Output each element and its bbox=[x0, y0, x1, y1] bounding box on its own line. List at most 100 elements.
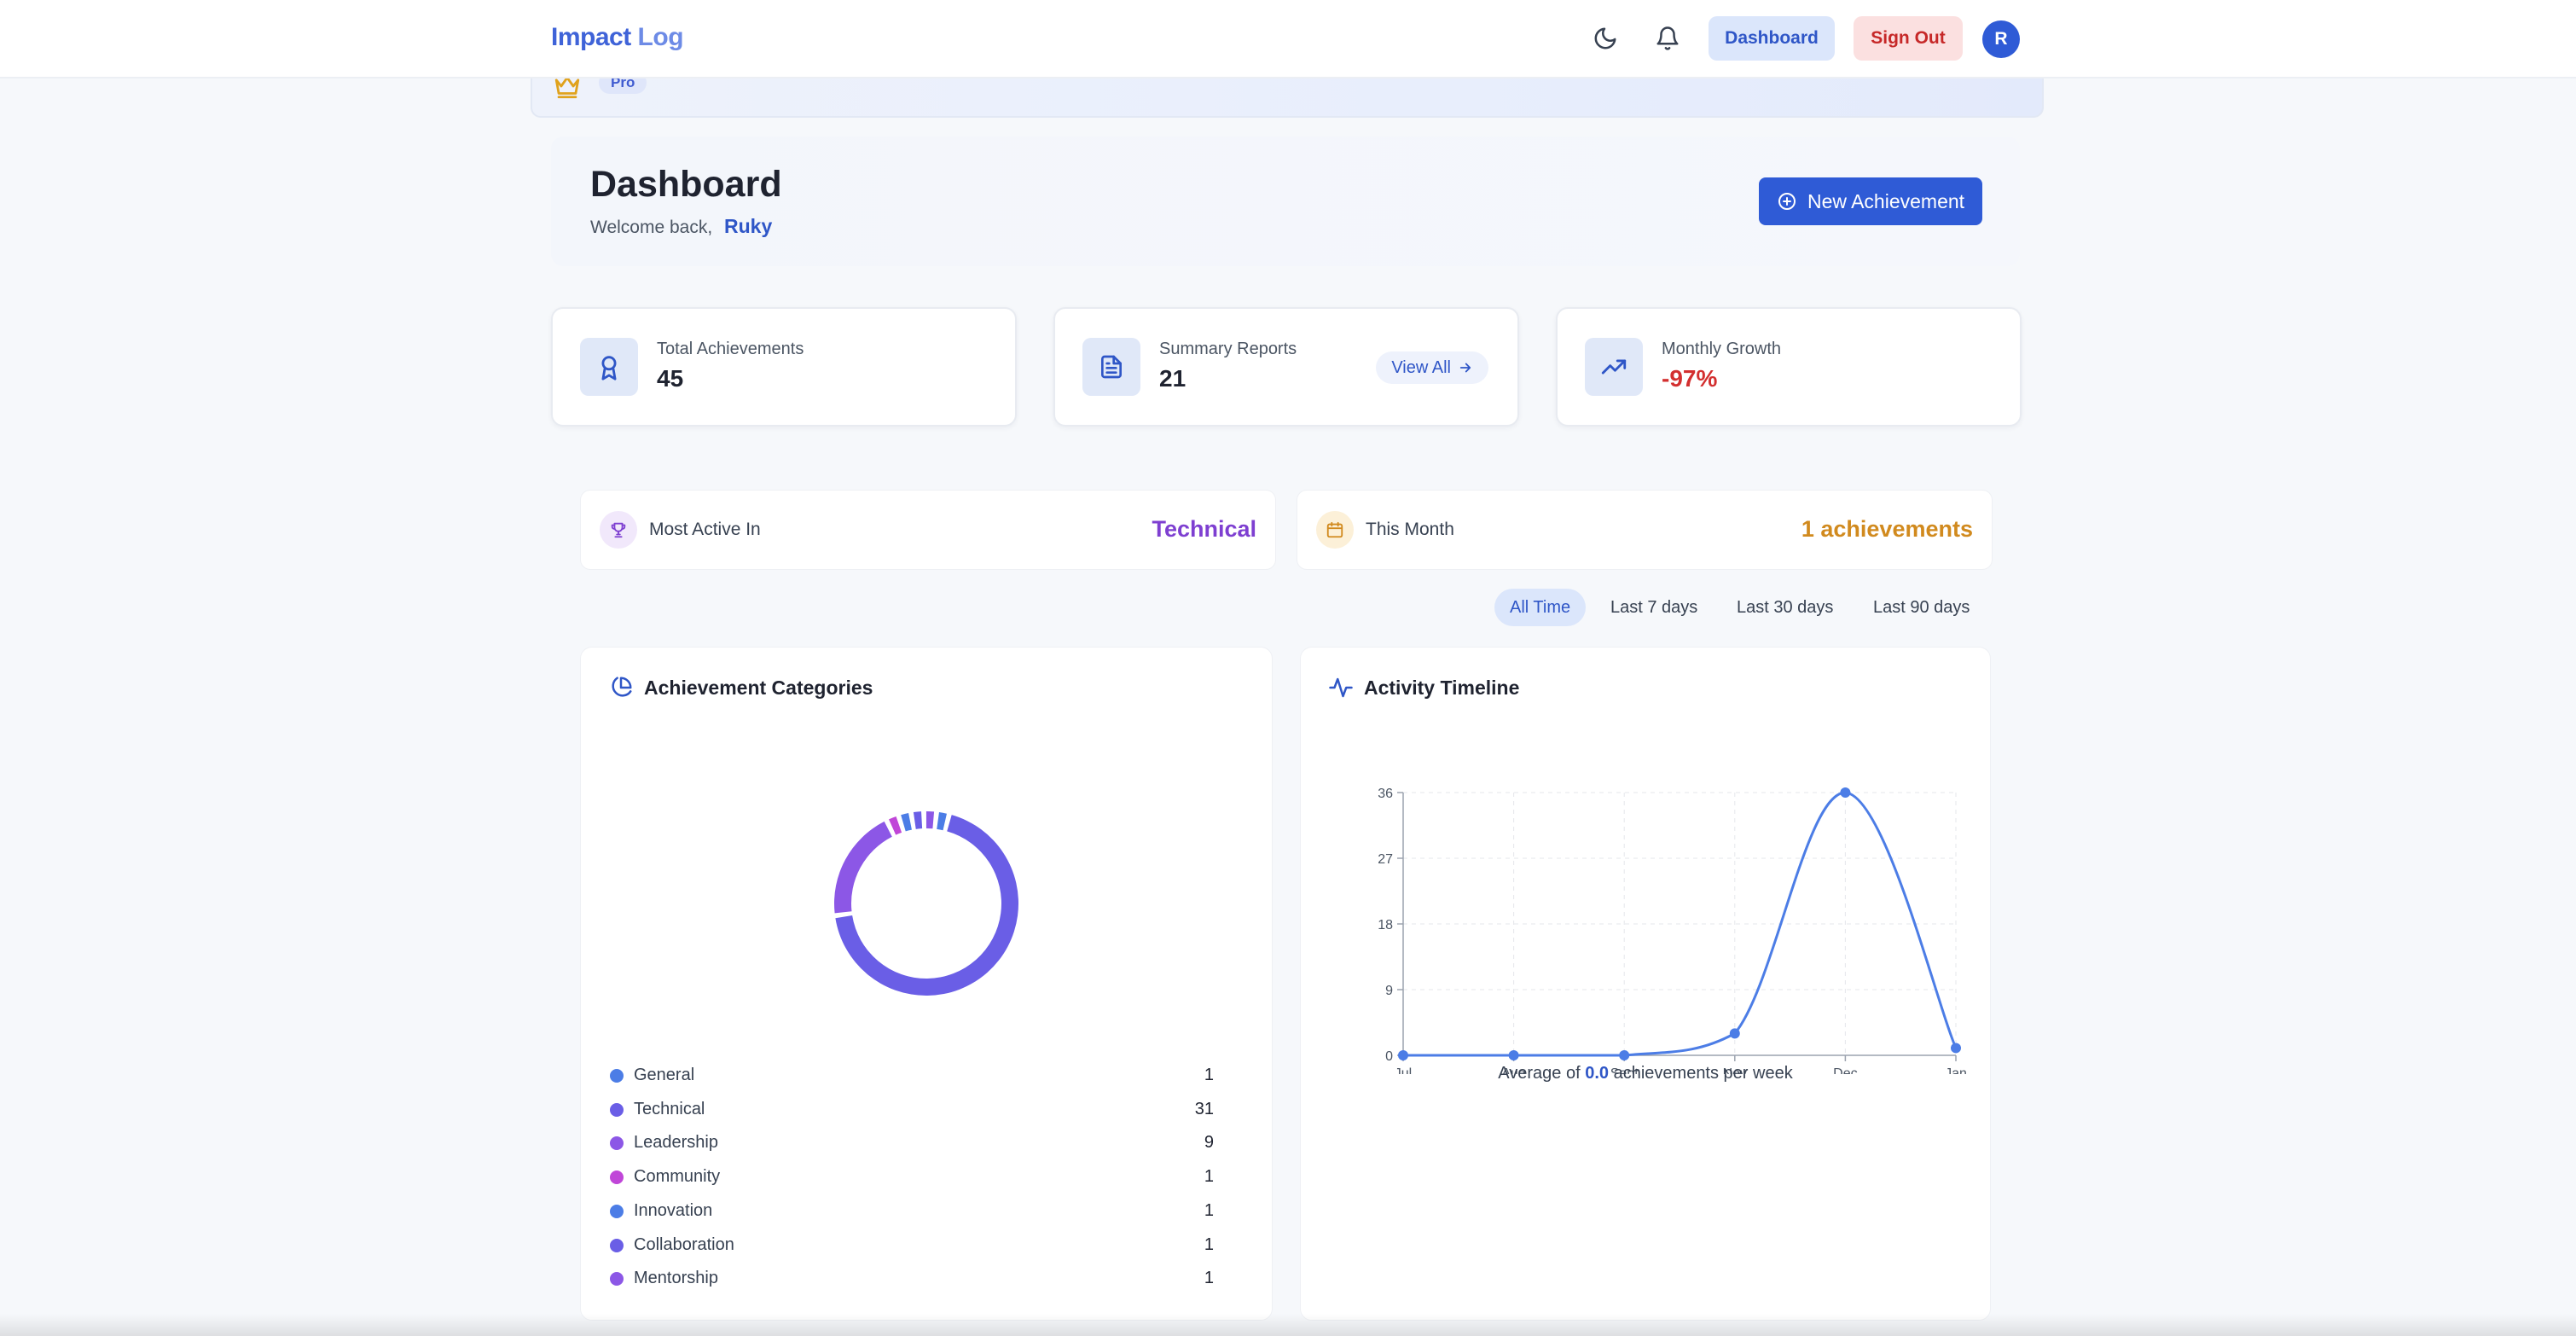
this-month-card: This Month 1 achievements bbox=[1297, 490, 1993, 570]
x-tick-label: Dec bbox=[1833, 1066, 1857, 1074]
donut-slice-mentorship[interactable] bbox=[925, 811, 935, 829]
page-title: Dashboard bbox=[590, 164, 782, 205]
stat-card-monthly-growth: Monthly Growth -97% bbox=[1556, 307, 2022, 427]
arrow-right-icon bbox=[1459, 363, 1471, 373]
legend-item-collaboration: Collaboration 1 bbox=[610, 1232, 1243, 1261]
plus-circle-icon bbox=[1778, 193, 1796, 210]
donut-slice-collaboration[interactable] bbox=[913, 811, 923, 829]
view-all-reports-button[interactable]: View All bbox=[1376, 351, 1488, 384]
insight-label: This Month bbox=[1366, 520, 1454, 539]
donut-slice-community[interactable] bbox=[889, 816, 902, 835]
trending-up-icon bbox=[1601, 359, 1627, 375]
brand-text-primary: Impact bbox=[551, 23, 631, 51]
legend-label: Community bbox=[634, 1167, 721, 1187]
stat-label: Monthly Growth bbox=[1662, 340, 1782, 358]
brand-text-secondary: Log bbox=[637, 23, 684, 51]
data-point-nov[interactable] bbox=[1729, 1028, 1740, 1039]
data-point-dec[interactable] bbox=[1840, 787, 1851, 798]
legend-dot bbox=[610, 1204, 624, 1218]
welcome-message: Welcome back, Ruky bbox=[590, 215, 772, 238]
legend-label: General bbox=[634, 1066, 695, 1084]
legend-count: 31 bbox=[1194, 1099, 1214, 1118]
dark-mode-toggle[interactable] bbox=[1588, 21, 1622, 55]
most-active-card: Most Active In Technical bbox=[580, 490, 1276, 570]
dashboard-nav-button[interactable]: Dashboard bbox=[1709, 16, 1835, 61]
activity-timeline-panel: Activity Timeline 0 9 18 27 36 Jul Aug Sept Nov D… bbox=[1300, 647, 1991, 1321]
y-tick-label: 0 bbox=[1385, 1049, 1393, 1064]
legend-dot bbox=[610, 1136, 624, 1151]
panel-title: Activity Timeline bbox=[1364, 677, 1520, 699]
pie-chart-icon bbox=[612, 677, 632, 697]
legend-dot bbox=[610, 1238, 624, 1252]
legend-item-technical: Technical 31 bbox=[610, 1096, 1243, 1125]
stat-label: Total Achievements bbox=[657, 340, 804, 358]
this-month-value: 1 achievements bbox=[1801, 516, 1973, 542]
y-tick-label: 9 bbox=[1385, 984, 1393, 998]
filter-tab-all-time[interactable]: All Time bbox=[1494, 589, 1587, 626]
award-icon bbox=[601, 356, 617, 380]
stat-value: 21 bbox=[1159, 365, 1186, 392]
donut-slice-innovation[interactable] bbox=[901, 813, 912, 832]
user-avatar[interactable]: R bbox=[1982, 20, 2020, 58]
stat-card-total-achievements: Total Achievements 45 bbox=[551, 307, 1017, 427]
insight-icon-box bbox=[1316, 511, 1354, 549]
categories-donut-chart bbox=[834, 811, 1018, 996]
new-achievement-button[interactable]: New Achievement bbox=[1759, 177, 1982, 225]
legend-count: 1 bbox=[1204, 1200, 1214, 1220]
y-tick-label: 18 bbox=[1378, 918, 1393, 932]
legend-label: Mentorship bbox=[634, 1269, 718, 1288]
moon-icon bbox=[1594, 27, 1616, 49]
x-tick-label: Jan bbox=[1945, 1066, 1967, 1074]
data-point-jul[interactable] bbox=[1398, 1050, 1408, 1060]
brand-logo[interactable]: Impact Log bbox=[551, 23, 684, 52]
achievement-categories-panel: Achievement Categories General 1 Technical… bbox=[580, 647, 1273, 1321]
legend-label: Leadership bbox=[634, 1133, 718, 1153]
activity-line-chart: 0 9 18 27 36 Jul Aug Sept Nov Dec Jan bbox=[1378, 787, 1967, 1074]
legend-item-community: Community 1 bbox=[610, 1164, 1243, 1193]
avg-value: 0.0 bbox=[1585, 1064, 1610, 1083]
sign-out-button[interactable]: Sign Out bbox=[1854, 16, 1963, 61]
bottom-shadow bbox=[0, 1314, 2576, 1336]
activity-pulse-icon bbox=[1329, 677, 1353, 698]
data-point-sept[interactable] bbox=[1619, 1050, 1630, 1060]
panel-title: Achievement Categories bbox=[644, 677, 873, 699]
new-achievement-label: New Achievement bbox=[1807, 189, 1965, 212]
trophy-icon bbox=[611, 522, 626, 538]
stat-label: Summary Reports bbox=[1159, 340, 1297, 358]
x-tick-label: Jul bbox=[1395, 1066, 1412, 1074]
legend-count: 1 bbox=[1204, 1234, 1214, 1254]
legend-dot bbox=[610, 1272, 624, 1287]
top-navbar: Impact Log Dashboard Sign Out R bbox=[0, 0, 2576, 78]
stat-icon-box bbox=[1082, 338, 1140, 396]
legend-dot bbox=[610, 1069, 624, 1083]
legend-count: 1 bbox=[1204, 1066, 1214, 1084]
notifications-button[interactable] bbox=[1651, 21, 1685, 55]
legend-item-general: General 1 bbox=[610, 1062, 1243, 1091]
legend-count: 1 bbox=[1204, 1167, 1214, 1187]
filter-tab-last-90-days[interactable]: Last 90 days bbox=[1873, 597, 1970, 617]
x-tick-label: Nov bbox=[1723, 1066, 1747, 1074]
user-name: Ruky bbox=[724, 215, 773, 237]
data-point-aug[interactable] bbox=[1508, 1050, 1519, 1060]
donut-slice-general[interactable] bbox=[937, 812, 947, 831]
y-tick-label: 36 bbox=[1378, 787, 1393, 801]
welcome-text: Welcome back, bbox=[590, 218, 713, 237]
legend-dot bbox=[610, 1170, 624, 1185]
filter-tab-last-7-days[interactable]: Last 7 days bbox=[1610, 597, 1698, 617]
data-point-jan[interactable] bbox=[1951, 1043, 1961, 1054]
insight-icon-box bbox=[600, 511, 637, 549]
stat-value: 45 bbox=[657, 365, 684, 392]
legend-item-innovation: Innovation 1 bbox=[610, 1198, 1243, 1227]
stat-card-summary-reports: Summary Reports 21 View All bbox=[1053, 307, 1519, 427]
legend-label: Technical bbox=[634, 1099, 705, 1118]
legend-count: 9 bbox=[1204, 1133, 1214, 1153]
legend-item-mentorship: Mentorship 1 bbox=[610, 1265, 1243, 1294]
weekly-average: Average of 0.0 achievements per week bbox=[1301, 1064, 1990, 1083]
filter-tab-last-30-days[interactable]: Last 30 days bbox=[1737, 597, 1834, 617]
donut-slice-leadership[interactable] bbox=[834, 821, 892, 914]
most-active-value: Technical bbox=[1152, 516, 1256, 542]
legend-label: Collaboration bbox=[634, 1234, 734, 1254]
x-tick-label: Aug bbox=[1501, 1066, 1525, 1074]
stat-value: -97% bbox=[1662, 365, 1718, 392]
calendar-icon bbox=[1326, 521, 1343, 538]
